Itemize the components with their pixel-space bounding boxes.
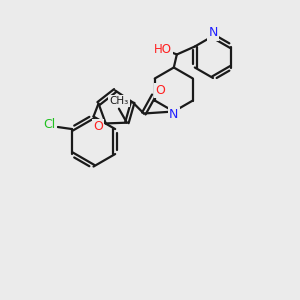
Text: Cl: Cl [44,118,56,130]
Text: N: N [208,26,218,40]
Text: HO: HO [154,43,172,56]
Text: O: O [155,84,165,97]
Text: CH₃: CH₃ [109,96,128,106]
Text: N: N [169,108,178,121]
Text: O: O [93,120,103,133]
